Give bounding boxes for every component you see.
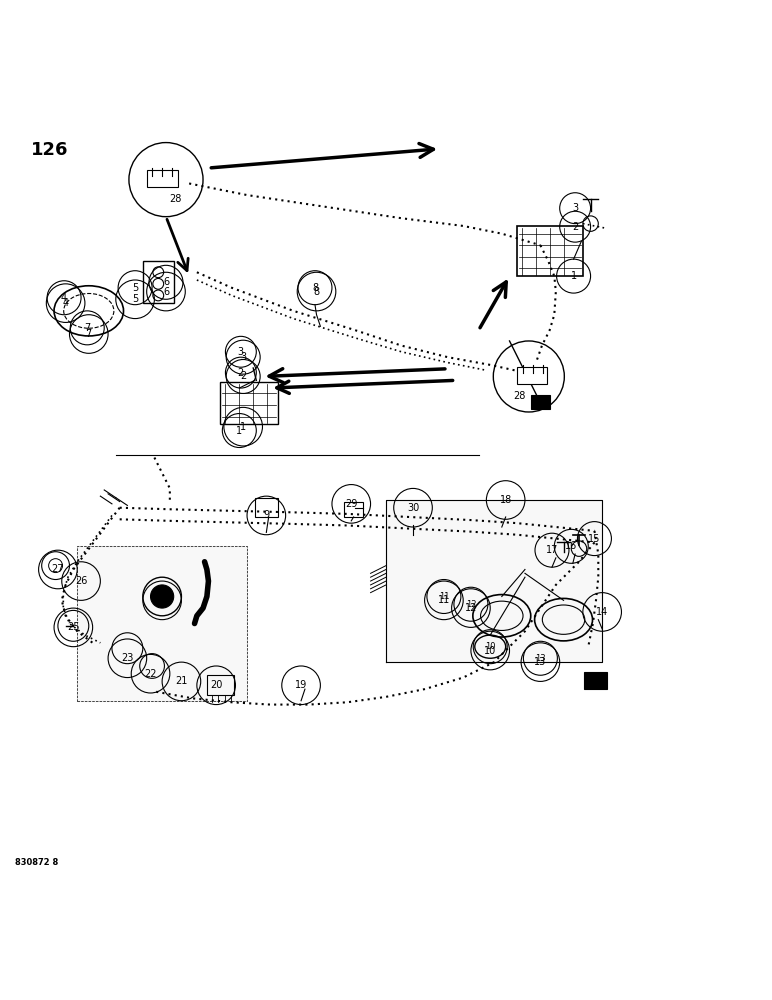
Text: 830872 8: 830872 8 (15, 858, 59, 867)
Text: 5: 5 (132, 294, 138, 304)
Text: 8: 8 (313, 287, 320, 297)
Text: 7: 7 (86, 329, 92, 339)
Text: 6: 6 (163, 287, 169, 297)
Text: 28: 28 (513, 391, 526, 401)
Text: 28: 28 (169, 194, 181, 204)
Text: 13: 13 (535, 654, 546, 663)
Text: 26: 26 (75, 576, 87, 586)
Text: 21: 21 (175, 676, 188, 686)
Text: 27: 27 (52, 564, 64, 574)
Text: 3: 3 (238, 347, 244, 357)
FancyBboxPatch shape (517, 367, 547, 384)
Polygon shape (386, 500, 602, 662)
FancyBboxPatch shape (531, 395, 550, 409)
Text: 1: 1 (236, 426, 242, 436)
Text: 2: 2 (572, 222, 578, 232)
FancyBboxPatch shape (584, 672, 607, 689)
Text: 2: 2 (238, 368, 244, 378)
Text: 30: 30 (407, 503, 419, 513)
Text: 11: 11 (438, 592, 449, 601)
Text: 12: 12 (465, 603, 477, 613)
Text: 17: 17 (546, 545, 558, 555)
Text: 29: 29 (345, 499, 357, 509)
Text: 10: 10 (484, 646, 496, 656)
Text: 9: 9 (263, 510, 269, 520)
Text: 23: 23 (121, 653, 134, 663)
Text: 20: 20 (210, 680, 222, 690)
Text: 5: 5 (132, 283, 138, 293)
Text: 3: 3 (240, 352, 246, 362)
Text: 11: 11 (438, 595, 450, 605)
Text: 16: 16 (565, 541, 577, 551)
Text: 8: 8 (312, 283, 318, 293)
Text: 13: 13 (534, 657, 547, 667)
FancyBboxPatch shape (147, 170, 178, 187)
Text: 126: 126 (31, 141, 69, 159)
Text: 4: 4 (63, 298, 69, 308)
Text: 19: 19 (295, 680, 307, 690)
Text: 14: 14 (596, 607, 608, 617)
Text: 18: 18 (499, 495, 512, 505)
Text: 24: 24 (156, 595, 168, 605)
Text: 25: 25 (67, 622, 80, 632)
Text: 22: 22 (144, 669, 157, 679)
Polygon shape (77, 546, 247, 701)
Text: 1: 1 (571, 271, 577, 281)
Text: 4: 4 (61, 293, 67, 303)
Text: 6: 6 (163, 277, 169, 287)
Text: 3: 3 (572, 203, 578, 213)
Text: 15: 15 (588, 534, 601, 544)
Text: 2: 2 (240, 371, 246, 381)
Text: 7: 7 (84, 323, 90, 333)
Text: 10: 10 (485, 642, 496, 651)
Circle shape (151, 585, 174, 608)
Text: 12: 12 (466, 600, 476, 609)
Text: 1: 1 (240, 422, 246, 432)
